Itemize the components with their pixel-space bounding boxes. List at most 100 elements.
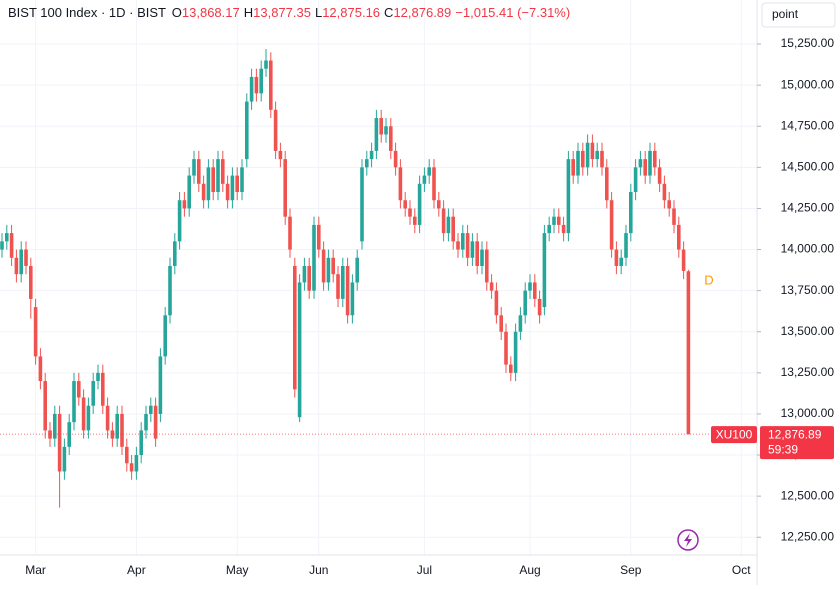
y-tick-label: 14,750.00 [781,118,835,132]
candle-body [110,430,115,439]
candle-body [317,224,321,250]
candle-body [9,233,14,258]
candle-body [528,282,532,291]
candle-body [576,150,580,176]
candle-body [249,76,254,102]
candle-body [38,356,43,382]
y-tick-label: 13,750.00 [781,283,835,297]
ohlc-value: 13,868.17 [182,5,240,20]
candle-body [609,200,614,250]
candle-body [523,290,527,316]
candle-body [19,249,23,275]
candle-body [221,159,225,184]
lightning-glyph [684,533,692,547]
candle-body [561,224,566,234]
candle-body [446,216,451,234]
candle-body [341,265,345,299]
ohlc-key: C [384,5,393,20]
candle-body [504,331,508,365]
candle-body [177,200,182,242]
candle-body [283,159,287,217]
symbol-title: BIST 100 Index · 1D · BIST [8,5,166,20]
ohlc-value: 12,875.16 [322,5,380,20]
y-tick-label: 15,000.00 [781,77,835,91]
candle-body [153,405,158,439]
candle-body [451,216,455,242]
x-tick-label: May [226,563,249,577]
candle-body [278,150,283,160]
candle-body [499,315,503,332]
candle-body [168,265,172,316]
candle-body [643,159,647,176]
candle-body [86,405,91,431]
symbol-badge [711,426,757,444]
candle-body [600,150,604,168]
candle-body [605,167,609,201]
unit-button[interactable] [761,2,836,28]
candle-body [585,142,590,168]
candle-body [355,257,359,283]
candle-body [235,175,239,193]
candle-body [657,167,662,184]
candle-body [312,224,316,291]
candle-body [581,150,585,168]
candle-body [681,249,686,271]
candle-body [29,265,33,299]
candle-body [480,249,484,266]
candle-body [417,183,422,225]
candle-body [662,183,667,201]
dividend-marker[interactable]: D [704,272,713,287]
x-tick-label: Jul [417,563,432,577]
y-tick-label: 14,000.00 [781,242,835,256]
candle-body [105,405,110,431]
candle-body [533,282,537,299]
candle-body [513,331,518,373]
candle-body [403,200,407,209]
candle-body [360,167,364,242]
candle-body [566,159,571,234]
candle-body [441,208,446,234]
candle-body [326,257,331,283]
lightning-icon[interactable] [677,529,699,551]
candle-body [144,413,148,431]
candle-body [672,208,676,225]
candle-body [518,315,523,332]
candle-body [197,159,201,184]
x-tick-label: Jun [309,563,328,577]
y-tick-label: 12,250.00 [781,529,835,543]
candle-body [336,274,340,299]
candle-body [629,192,633,234]
candle-body [552,216,556,225]
candle-body [475,241,479,266]
ohlc-key: L [315,5,322,20]
y-tick-label: 13,500.00 [781,324,835,338]
candle-body [427,167,431,176]
candle-body [163,315,167,357]
y-tick-label: 14,250.00 [781,201,835,215]
grid [0,0,757,555]
unit-button-label[interactable]: point [772,7,799,21]
candle-body [81,397,86,431]
candle-body [297,282,302,418]
candle-body [590,142,595,160]
candle-body [408,208,412,217]
candle-body [53,413,57,439]
y-tick-label: 14,500.00 [781,160,835,174]
candle-body [365,159,369,168]
price-label: 12,876.89 [768,427,822,441]
candle-body [259,68,263,94]
candle-body [432,167,436,201]
y-tick-label: 12,500.00 [781,488,835,502]
ohlc-value: 13,877.35 [253,5,311,20]
candle-body [149,405,153,414]
candle-body [302,265,307,283]
x-tick-label: Aug [519,563,540,577]
x-tick-label: Sep [620,563,642,577]
candle-body [379,118,383,135]
candle-body [422,175,427,184]
symbol-label: XU100 [716,427,753,441]
candle-body [72,381,76,423]
candle-body [321,249,326,283]
candle-body [542,233,547,308]
